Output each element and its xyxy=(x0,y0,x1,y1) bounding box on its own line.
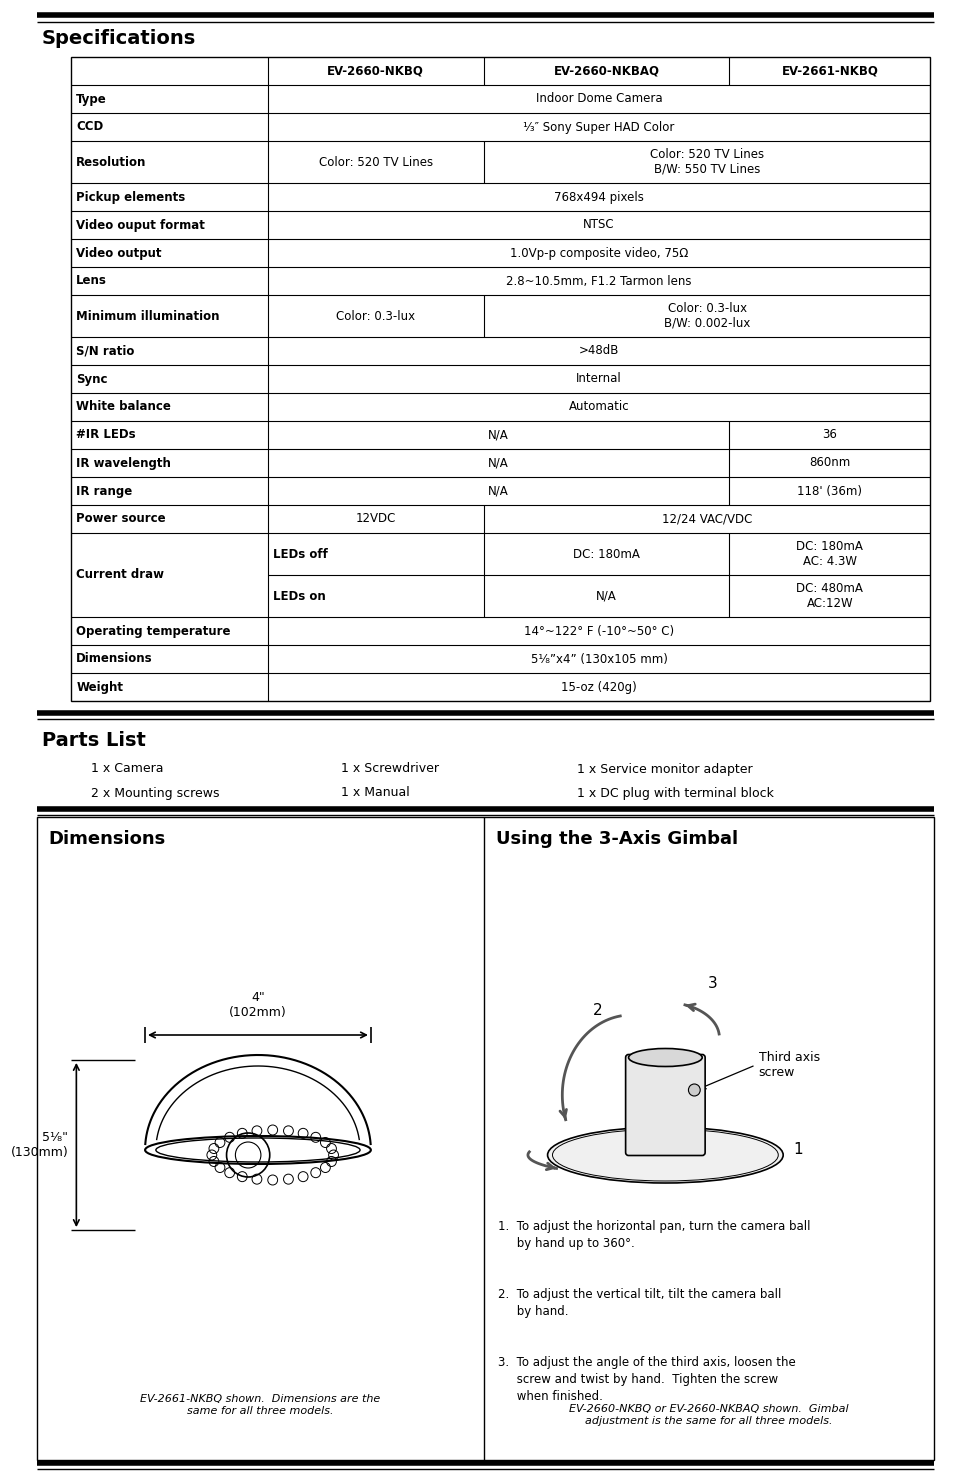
Text: 12VDC: 12VDC xyxy=(355,512,395,525)
Text: Lens: Lens xyxy=(76,274,107,288)
Text: 1 x DC plug with terminal block: 1 x DC plug with terminal block xyxy=(577,786,773,799)
Text: N/A: N/A xyxy=(488,456,508,469)
Text: Sync: Sync xyxy=(76,373,108,385)
Text: NTSC: NTSC xyxy=(582,218,615,232)
Text: 4"
(102mm): 4" (102mm) xyxy=(229,991,287,1019)
Text: Current draw: Current draw xyxy=(76,568,164,581)
Text: Color: 520 TV Lines: Color: 520 TV Lines xyxy=(318,155,433,168)
Text: Specifications: Specifications xyxy=(42,28,196,47)
Text: 768x494 pixels: 768x494 pixels xyxy=(554,190,643,204)
Text: by hand up to 360°.: by hand up to 360°. xyxy=(498,1238,635,1249)
Text: LEDs off: LEDs off xyxy=(273,547,327,560)
Text: when finished.: when finished. xyxy=(498,1389,602,1403)
Text: Operating temperature: Operating temperature xyxy=(76,624,231,637)
Text: Internal: Internal xyxy=(576,373,621,385)
Text: 1: 1 xyxy=(792,1143,801,1158)
Text: 2.  To adjust the vertical tilt, tilt the camera ball: 2. To adjust the vertical tilt, tilt the… xyxy=(498,1288,781,1301)
Text: 12/24 VAC/VDC: 12/24 VAC/VDC xyxy=(661,512,752,525)
Text: >48dB: >48dB xyxy=(578,345,618,357)
Text: Weight: Weight xyxy=(76,680,123,693)
Text: CCD: CCD xyxy=(76,121,104,134)
Text: 36: 36 xyxy=(821,429,837,441)
Text: #IR LEDs: #IR LEDs xyxy=(76,429,136,441)
Text: EV-2660-NKBQ or EV-2660-NKBAQ shown.  Gimbal
adjustment is the same for all thre: EV-2660-NKBQ or EV-2660-NKBAQ shown. Gim… xyxy=(569,1404,848,1426)
Text: Type: Type xyxy=(76,93,107,106)
Text: 1.  To adjust the horizontal pan, turn the camera ball: 1. To adjust the horizontal pan, turn th… xyxy=(498,1220,810,1233)
Text: Video output: Video output xyxy=(76,246,162,260)
Text: EV-2660-NKBQ: EV-2660-NKBQ xyxy=(327,65,424,78)
Text: N/A: N/A xyxy=(488,484,508,497)
Text: 5¹⁄₈"
(130mm): 5¹⁄₈" (130mm) xyxy=(10,1131,69,1159)
Text: 1 x Service monitor adapter: 1 x Service monitor adapter xyxy=(577,763,752,776)
Ellipse shape xyxy=(145,1136,371,1164)
Ellipse shape xyxy=(628,1049,701,1066)
Text: DC: 480mA
AC:12W: DC: 480mA AC:12W xyxy=(796,583,862,611)
Bar xyxy=(37,817,933,1460)
Text: Power source: Power source xyxy=(76,512,166,525)
Text: Parts List: Parts List xyxy=(42,732,146,751)
Bar xyxy=(71,58,929,701)
Ellipse shape xyxy=(155,1139,359,1162)
Text: EV-2661-NKBQ: EV-2661-NKBQ xyxy=(781,65,878,78)
Text: 5¹⁄₈”x4” (130x105 mm): 5¹⁄₈”x4” (130x105 mm) xyxy=(530,652,667,665)
Text: Color: 0.3-lux
B/W: 0.002-lux: Color: 0.3-lux B/W: 0.002-lux xyxy=(663,302,749,330)
Text: Dimensions: Dimensions xyxy=(76,652,152,665)
Text: 14°~122° F (-10°~50° C): 14°~122° F (-10°~50° C) xyxy=(523,624,674,637)
Text: White balance: White balance xyxy=(76,401,171,413)
Text: 3: 3 xyxy=(707,976,717,991)
Text: IR wavelength: IR wavelength xyxy=(76,456,171,469)
Text: S/N ratio: S/N ratio xyxy=(76,345,134,357)
Ellipse shape xyxy=(547,1127,782,1183)
FancyBboxPatch shape xyxy=(625,1055,704,1155)
Text: N/A: N/A xyxy=(596,590,617,602)
Text: 1 x Manual: 1 x Manual xyxy=(341,786,410,799)
Text: DC: 180mA: DC: 180mA xyxy=(573,547,639,560)
Text: 1 x Screwdriver: 1 x Screwdriver xyxy=(341,763,439,776)
Text: 2.8~10.5mm, F1.2 Tarmon lens: 2.8~10.5mm, F1.2 Tarmon lens xyxy=(506,274,691,288)
Text: Third axis
screw: Third axis screw xyxy=(758,1052,819,1080)
Text: Using the 3-Axis Gimbal: Using the 3-Axis Gimbal xyxy=(495,830,737,848)
Text: DC: 180mA
AC: 4.3W: DC: 180mA AC: 4.3W xyxy=(796,540,862,568)
Text: 15-oz (420g): 15-oz (420g) xyxy=(560,680,637,693)
Text: Dimensions: Dimensions xyxy=(49,830,166,848)
Text: N/A: N/A xyxy=(488,429,508,441)
Text: Indoor Dome Camera: Indoor Dome Camera xyxy=(536,93,661,106)
Text: Pickup elements: Pickup elements xyxy=(76,190,186,204)
Text: 1 x Camera: 1 x Camera xyxy=(91,763,163,776)
Text: Color: 0.3-lux: Color: 0.3-lux xyxy=(335,310,415,323)
Text: screw and twist by hand.  Tighten the screw: screw and twist by hand. Tighten the scr… xyxy=(498,1373,778,1386)
Text: Minimum illumination: Minimum illumination xyxy=(76,310,219,323)
Text: EV-2660-NKBAQ: EV-2660-NKBAQ xyxy=(553,65,659,78)
Text: LEDs on: LEDs on xyxy=(273,590,325,602)
Text: 2: 2 xyxy=(593,1003,602,1018)
Text: Color: 520 TV Lines
B/W: 550 TV Lines: Color: 520 TV Lines B/W: 550 TV Lines xyxy=(649,148,763,176)
Text: 3.  To adjust the angle of the third axis, loosen the: 3. To adjust the angle of the third axis… xyxy=(498,1356,796,1369)
Text: Resolution: Resolution xyxy=(76,155,147,168)
Text: 118' (36m): 118' (36m) xyxy=(797,484,862,497)
Text: 2 x Mounting screws: 2 x Mounting screws xyxy=(91,786,219,799)
Text: 860nm: 860nm xyxy=(808,456,849,469)
Text: ¹⁄₃″ Sony Super HAD Color: ¹⁄₃″ Sony Super HAD Color xyxy=(523,121,674,134)
Text: IR range: IR range xyxy=(76,484,132,497)
Text: EV-2661-NKBQ shown.  Dimensions are the
same for all three models.: EV-2661-NKBQ shown. Dimensions are the s… xyxy=(140,1394,380,1416)
Text: Automatic: Automatic xyxy=(568,401,629,413)
Circle shape xyxy=(688,1084,700,1096)
Text: Video ouput format: Video ouput format xyxy=(76,218,205,232)
Text: 1.0Vp-p composite video, 75Ω: 1.0Vp-p composite video, 75Ω xyxy=(510,246,687,260)
Text: by hand.: by hand. xyxy=(498,1305,568,1319)
